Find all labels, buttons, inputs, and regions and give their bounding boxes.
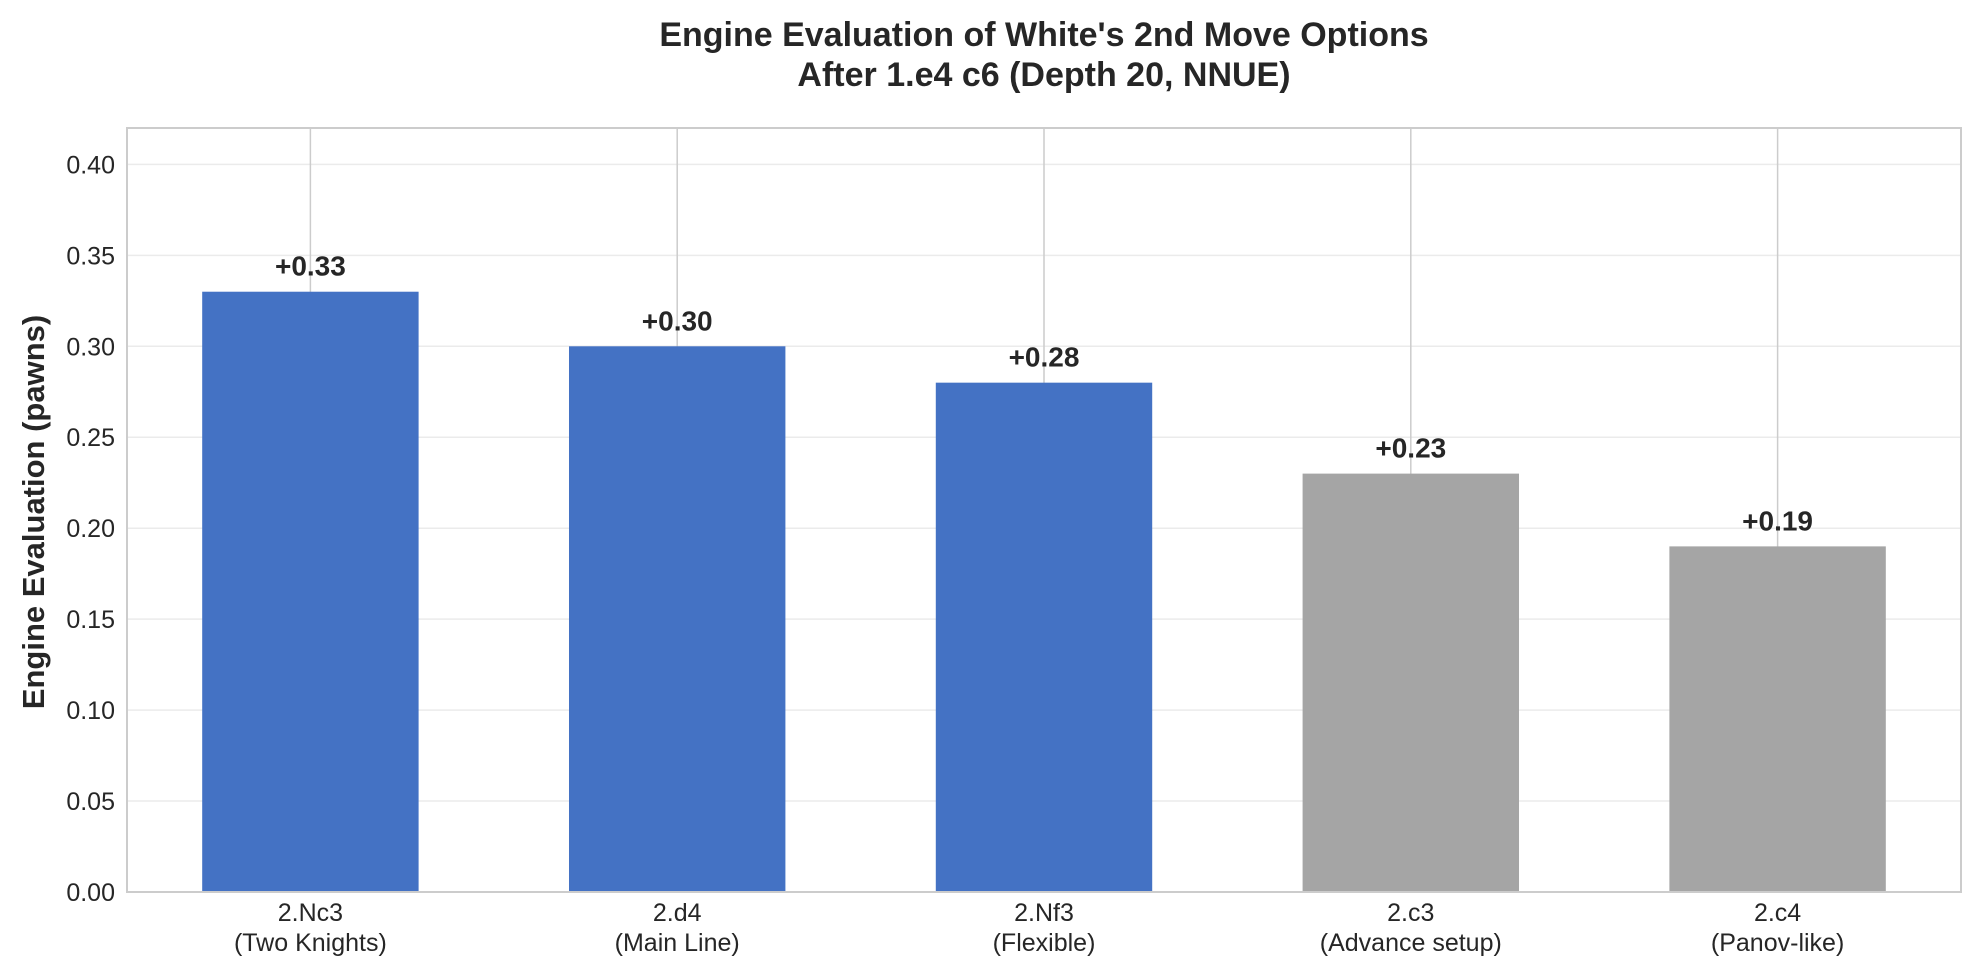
bar (1302, 473, 1520, 892)
y-tick-label: 0.35 (66, 242, 115, 270)
bar-value-label: +0.28 (1009, 342, 1080, 373)
y-tick-label: 0.40 (66, 151, 115, 179)
y-tick-label: 0.10 (66, 697, 115, 725)
data-labels: +0.33 +0.30 +0.28 +0.23 +0.19 (275, 251, 1813, 537)
x-tick-label: 2.Nf3 (1014, 899, 1074, 927)
bar-value-label: +0.33 (275, 251, 346, 282)
plot-frame (126, 127, 1962, 893)
x-tick-sublabel: (Main Line) (615, 929, 740, 957)
x-tick-sublabel: (Panov-like) (1711, 929, 1844, 957)
x-tick-labels: 2.Nc3(Two Knights) 2.d4(Main Line) 2.Nf3(F… (234, 899, 1844, 957)
bar (935, 382, 1153, 892)
y-ticks: 0.00 0.05 0.10 0.15 0.20 0.25 0.30 0.35 0.40 (66, 151, 115, 907)
y-tick-label: 0.20 (66, 515, 115, 543)
chart-subtitle: After 1.e4 c6 (Depth 20, NNUE) (797, 56, 1290, 94)
bars (202, 291, 1886, 892)
y-tick-label: 0.30 (66, 333, 115, 361)
bar (568, 346, 786, 892)
bar-value-label: +0.30 (642, 305, 713, 336)
y-tick-label: 0.25 (66, 424, 115, 452)
x-tick-label: 2.c4 (1754, 899, 1801, 927)
y-tick-label: 0.15 (66, 606, 115, 634)
x-tick-sublabel: (Flexible) (993, 929, 1096, 957)
bar-value-label: +0.19 (1742, 505, 1813, 536)
chart-title: Engine Evaluation of White's 2nd Move Op… (659, 16, 1428, 54)
x-tick-sublabel: (Advance setup) (1320, 929, 1502, 957)
x-tick-label: 2.c3 (1387, 899, 1434, 927)
bar (1669, 546, 1886, 892)
bar-value-label: +0.23 (1375, 433, 1446, 464)
x-tick-label: 2.Nc3 (278, 899, 343, 927)
y-tick-label: 0.00 (66, 879, 115, 907)
y-axis-label: Engine Evaluation (pawns) (16, 315, 51, 709)
x-tick-sublabel: (Two Knights) (234, 929, 387, 957)
bar (202, 291, 419, 892)
y-tick-label: 0.05 (66, 788, 115, 816)
x-tick-label: 2.d4 (653, 899, 702, 927)
